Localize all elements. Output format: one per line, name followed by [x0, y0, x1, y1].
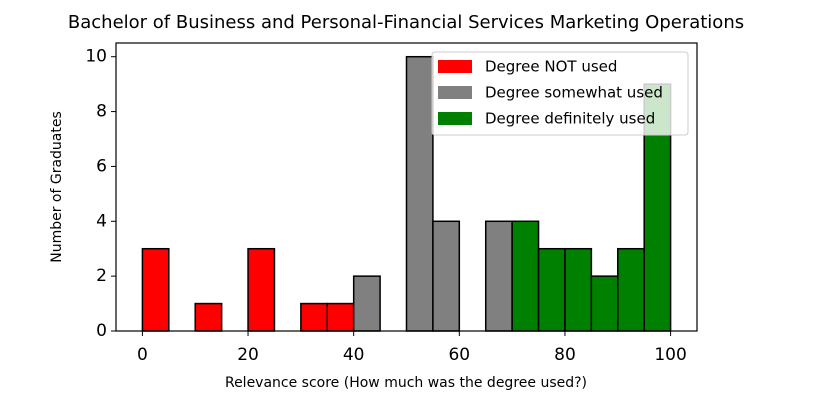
legend-box — [431, 51, 689, 136]
x-tick-label: 100 — [654, 345, 686, 365]
legend-swatch — [438, 86, 472, 99]
y-tick-label: 8 — [96, 102, 107, 122]
bar — [590, 275, 619, 332]
x-tick-label: 0 — [137, 345, 148, 365]
y-tick-label: 6 — [96, 156, 107, 176]
bar — [352, 275, 381, 332]
bar — [511, 220, 540, 332]
legend-label: Degree somewhat used — [485, 84, 663, 102]
bar — [300, 302, 329, 332]
bar — [432, 220, 461, 332]
x-tick-label: 60 — [448, 345, 470, 365]
bar — [484, 220, 513, 332]
y-tick-label: 10 — [85, 47, 107, 67]
y-tick-label: 4 — [96, 211, 107, 231]
bar — [247, 247, 276, 332]
plot-frame — [115, 42, 698, 332]
chart-title: Bachelor of Business and Personal-Financ… — [68, 12, 744, 33]
legend-swatch — [438, 112, 472, 125]
bar — [405, 55, 434, 332]
x-tick-label: 20 — [237, 345, 259, 365]
bar — [141, 247, 170, 332]
legend-label: Degree definitely used — [485, 110, 655, 128]
bar — [194, 302, 223, 332]
y-tick-label: 0 — [96, 321, 107, 341]
x-tick-label: 40 — [343, 345, 365, 365]
bar — [617, 247, 645, 332]
legend-label: Degree NOT used — [485, 58, 617, 76]
bar — [537, 247, 566, 332]
legend-swatch — [438, 60, 472, 73]
x-axis-label: Relevance score (How much was the degree… — [225, 375, 587, 391]
bar — [564, 247, 593, 332]
y-tick-label: 2 — [96, 266, 107, 286]
x-tick-label: 80 — [554, 345, 576, 365]
y-axis-label: Number of Graduates — [49, 111, 65, 263]
bar — [326, 302, 355, 332]
